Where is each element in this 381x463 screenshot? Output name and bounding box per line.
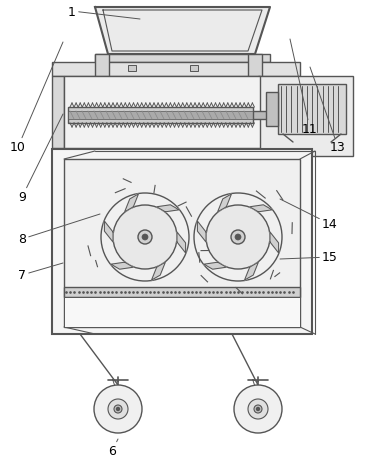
Bar bbox=[258, 77, 353, 156]
Polygon shape bbox=[250, 206, 272, 213]
Text: 13: 13 bbox=[310, 68, 346, 154]
Circle shape bbox=[256, 407, 259, 411]
Polygon shape bbox=[218, 194, 232, 213]
Polygon shape bbox=[270, 232, 279, 253]
Bar bbox=[52, 63, 300, 77]
Bar bbox=[64, 288, 300, 297]
Polygon shape bbox=[177, 232, 186, 253]
Text: 11: 11 bbox=[290, 40, 318, 136]
Text: 7: 7 bbox=[18, 263, 63, 282]
Circle shape bbox=[138, 231, 152, 244]
Polygon shape bbox=[125, 194, 138, 213]
Circle shape bbox=[108, 399, 128, 419]
Polygon shape bbox=[204, 263, 226, 269]
Circle shape bbox=[94, 385, 142, 433]
Bar bbox=[95, 55, 109, 77]
Circle shape bbox=[234, 385, 282, 433]
Polygon shape bbox=[104, 222, 113, 243]
Bar bbox=[253, 112, 275, 120]
Bar bbox=[64, 77, 260, 149]
Bar bbox=[266, 93, 278, 127]
Polygon shape bbox=[95, 8, 270, 55]
Polygon shape bbox=[245, 263, 258, 281]
Text: 9: 9 bbox=[18, 115, 63, 204]
Text: 6: 6 bbox=[108, 439, 118, 457]
Bar bbox=[95, 55, 270, 63]
Text: 8: 8 bbox=[18, 214, 100, 246]
Circle shape bbox=[142, 234, 148, 240]
Circle shape bbox=[235, 234, 241, 240]
Polygon shape bbox=[152, 263, 165, 281]
Text: 10: 10 bbox=[10, 43, 63, 154]
Circle shape bbox=[254, 405, 262, 413]
Polygon shape bbox=[157, 206, 179, 213]
Polygon shape bbox=[111, 263, 133, 269]
Circle shape bbox=[113, 206, 177, 269]
Circle shape bbox=[231, 231, 245, 244]
Bar bbox=[128, 66, 136, 72]
Bar bbox=[248, 55, 262, 77]
Circle shape bbox=[114, 405, 122, 413]
Bar bbox=[52, 77, 64, 149]
Bar bbox=[52, 150, 312, 334]
Bar bbox=[278, 85, 346, 135]
Text: 15: 15 bbox=[280, 251, 338, 264]
Bar bbox=[64, 160, 300, 327]
Bar bbox=[190, 66, 198, 72]
Text: 14: 14 bbox=[280, 200, 338, 231]
Bar bbox=[68, 112, 253, 120]
Circle shape bbox=[206, 206, 270, 269]
Polygon shape bbox=[197, 222, 206, 243]
Bar bbox=[64, 297, 300, 327]
Circle shape bbox=[248, 399, 268, 419]
Text: 1: 1 bbox=[68, 6, 140, 20]
Circle shape bbox=[117, 407, 120, 411]
Bar bbox=[68, 108, 253, 124]
